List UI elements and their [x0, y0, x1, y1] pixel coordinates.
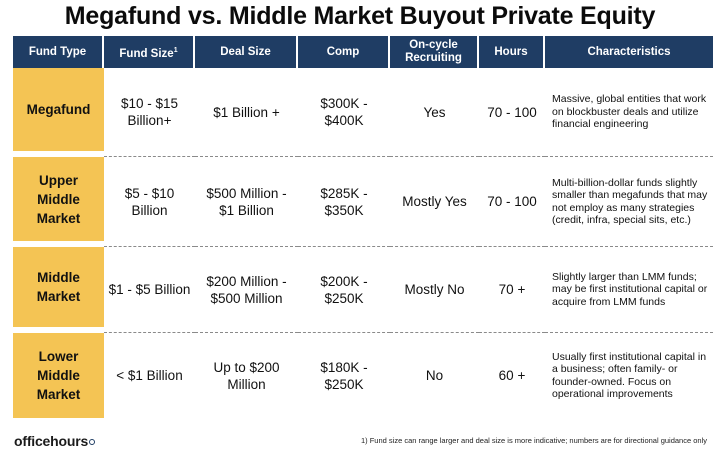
- header-fund-size-label: Fund Size: [119, 47, 174, 60]
- hours-cell: 70 - 100: [479, 68, 545, 157]
- fund-size-cell: $1 - $5 Billion: [104, 247, 195, 333]
- recruiting-cell: Mostly Yes: [390, 157, 479, 247]
- logo-ring-icon: [89, 439, 96, 445]
- logo-text: officehours: [14, 433, 89, 449]
- header-comp: Comp: [298, 36, 390, 68]
- hours-cell: 70 - 100: [479, 157, 545, 247]
- table-row-upper-middle-market: Upper Middle Market $5 - $10 Billion $50…: [13, 157, 713, 247]
- fund-size-cell: $10 - $15 Billion+: [104, 68, 195, 157]
- fund-size-cell: < $1 Billion: [116, 368, 183, 383]
- comp-cell: $180K - $250K: [320, 359, 368, 392]
- header-recruiting: On-cycle Recruiting: [390, 36, 479, 68]
- comparison-table: Fund Type Fund Size1 Deal Size Comp On-c…: [13, 36, 713, 418]
- characteristics-cell: Usually first institutional capital in a…: [552, 350, 707, 401]
- fund-type-cell: Upper Middle Market: [13, 157, 104, 247]
- header-fund-size: Fund Size1: [104, 36, 195, 68]
- fund-size-cell: $5 - $10 Billion: [104, 157, 195, 247]
- table-header-row: Fund Type Fund Size1 Deal Size Comp On-c…: [13, 36, 713, 68]
- officehours-logo: officehours: [14, 433, 96, 449]
- deal-size-cell: Up to $200 Million: [213, 359, 280, 392]
- table-row-megafund: Megafund $10 - $15 Billion+ $1 Billion +…: [13, 68, 713, 157]
- header-deal-size: Deal Size: [195, 36, 298, 68]
- hours-cell: 60 +: [498, 368, 526, 383]
- fund-type-cell: Lower Middle Market: [13, 333, 104, 418]
- table-row-middle-market: Middle Market $1 - $5 Billion $200 Milli…: [13, 247, 713, 333]
- page-title: Megafund vs. Middle Market Buyout Privat…: [64, 2, 656, 30]
- footnote-marker: 1: [173, 46, 178, 54]
- characteristics-cell: Massive, global entities that work on bl…: [545, 68, 713, 157]
- header-fund-type: Fund Type: [13, 36, 104, 68]
- recruiting-cell: Yes: [390, 68, 479, 157]
- hours-cell: 70 +: [479, 247, 545, 333]
- footnote: 1) Fund size can range larger and deal s…: [360, 436, 707, 445]
- recruiting-cell: Mostly No: [390, 247, 479, 333]
- comp-cell: $300K - $400K: [298, 68, 390, 157]
- recruiting-cell: No: [425, 368, 444, 383]
- table-row-lower-middle-market: Lower Middle Market < $1 Billion Up to $…: [13, 333, 713, 418]
- comp-cell: $200K - $250K: [298, 247, 390, 333]
- header-hours: Hours: [479, 36, 545, 68]
- deal-size-cell: $500 Million - $1 Billion: [195, 157, 298, 247]
- fund-type-cell: Megafund: [13, 68, 104, 157]
- fund-type-cell: Middle Market: [13, 247, 104, 333]
- deal-size-cell: $1 Billion +: [195, 68, 298, 157]
- characteristics-cell: Slightly larger than LMM funds; may be f…: [545, 247, 713, 333]
- header-characteristics: Characteristics: [545, 36, 713, 68]
- deal-size-cell: $200 Million - $500 Million: [195, 247, 298, 333]
- characteristics-cell: Multi-billion-dollar funds slightly smal…: [545, 157, 713, 247]
- comp-cell: $285K - $350K: [298, 157, 390, 247]
